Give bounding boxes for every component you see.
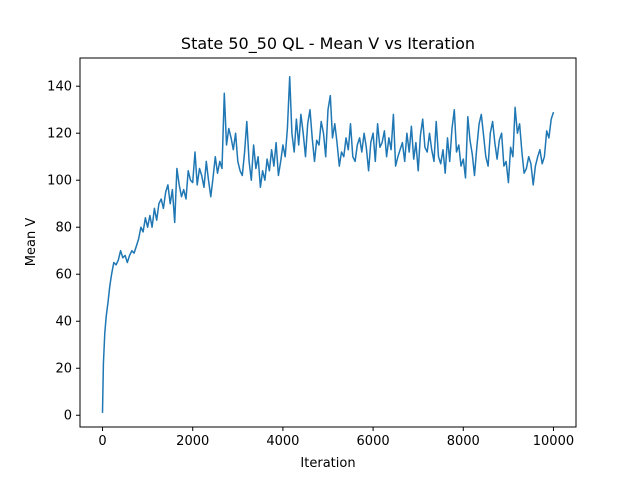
x-axis-label: Iteration (300, 456, 355, 471)
y-tick-label: 140 (47, 80, 72, 95)
x-tick-label: 2000 (176, 434, 209, 449)
x-tick-label: 8000 (447, 434, 480, 449)
y-tick-label: 80 (55, 221, 72, 236)
y-tick-label: 0 (64, 409, 72, 424)
series-line (101, 76, 555, 413)
y-axis-ticks: 0 20 40 60 80 100 120 140 (47, 80, 80, 424)
x-tick-label: 0 (98, 434, 106, 449)
y-tick-label: 20 (55, 362, 72, 377)
chart-title: State 50_50 QL - Mean V vs Iteration (181, 34, 475, 54)
y-axis-label: Mean V (24, 218, 39, 267)
y-tick-label: 40 (55, 315, 72, 330)
x-tick-label: 10000 (533, 434, 574, 449)
plot-frame (79, 57, 577, 428)
x-axis-ticks: 0 2000 4000 6000 8000 10000 (98, 427, 574, 449)
y-tick-label: 60 (55, 268, 72, 283)
x-tick-label: 6000 (357, 434, 390, 449)
y-tick-label: 120 (47, 127, 72, 142)
y-tick-label: 100 (47, 174, 72, 189)
x-tick-label: 4000 (266, 434, 299, 449)
